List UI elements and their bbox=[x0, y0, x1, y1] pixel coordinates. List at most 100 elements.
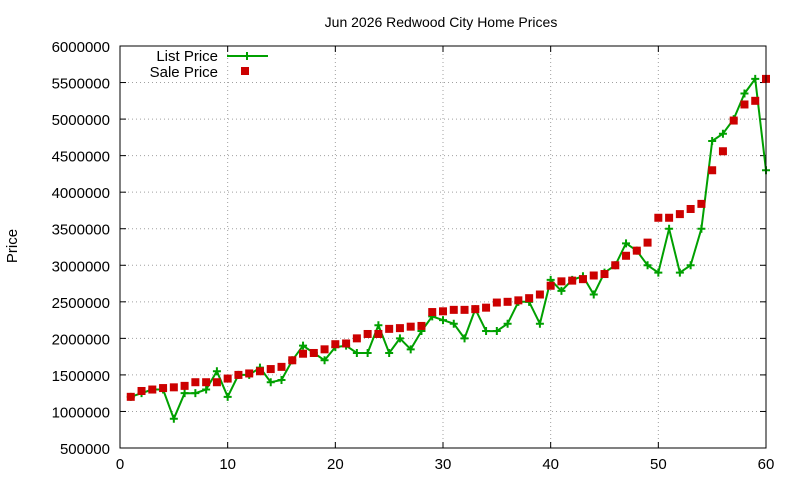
sale-price-point bbox=[535, 290, 544, 299]
sale-price-point bbox=[632, 246, 641, 255]
sale-price-point bbox=[654, 213, 663, 222]
y-tick-label: 5500000 bbox=[52, 76, 110, 93]
x-tick-label: 10 bbox=[219, 456, 236, 473]
sale-price-point bbox=[148, 385, 157, 394]
sale-price-point bbox=[309, 348, 318, 357]
y-tick-label: 3000000 bbox=[52, 258, 110, 275]
sale-price-point bbox=[665, 213, 674, 222]
sale-price-point bbox=[589, 271, 598, 280]
plot-frame bbox=[119, 45, 767, 449]
sale-price-point bbox=[611, 261, 620, 270]
sale-price-point bbox=[234, 370, 243, 379]
sale-price-point bbox=[385, 324, 394, 333]
sale-price-point bbox=[255, 367, 264, 376]
sale-price-point bbox=[342, 339, 351, 348]
sale-price-point bbox=[600, 270, 609, 279]
sale-price-point bbox=[417, 321, 426, 330]
sale-price-point bbox=[439, 307, 447, 316]
list-price-point bbox=[589, 290, 598, 299]
list-price-point bbox=[665, 224, 674, 233]
y-tick-label: 500000 bbox=[60, 441, 110, 458]
sale-price-point bbox=[622, 251, 631, 260]
sale-price-point bbox=[137, 386, 146, 395]
sale-price-point bbox=[482, 303, 491, 312]
list-price-point bbox=[740, 89, 749, 98]
legend-marker-sale-price bbox=[241, 67, 249, 75]
sale-price-point bbox=[492, 298, 501, 307]
list-price-point bbox=[439, 316, 447, 325]
legend: List Price Sale Price bbox=[150, 48, 268, 81]
list-price-point bbox=[675, 268, 684, 277]
sale-price-point bbox=[331, 340, 340, 349]
sale-price-point bbox=[277, 362, 286, 371]
list-price-point bbox=[191, 389, 200, 398]
sale-price-point bbox=[212, 378, 221, 387]
list-price-point bbox=[169, 414, 178, 423]
sale-price-point bbox=[578, 275, 587, 284]
sale-price-point bbox=[514, 296, 523, 305]
sale-price-point bbox=[729, 116, 738, 125]
sale-price-point bbox=[406, 322, 415, 331]
x-tick-label: 0 bbox=[116, 456, 124, 473]
sale-price-point bbox=[169, 383, 178, 392]
legend-label-list-price: List Price bbox=[156, 48, 218, 65]
list-price-point bbox=[718, 129, 727, 138]
y-tick-label: 4000000 bbox=[52, 185, 110, 202]
list-price-point bbox=[449, 319, 458, 328]
sale-price-point bbox=[374, 329, 383, 338]
list-price-point bbox=[363, 348, 372, 357]
sale-price-point bbox=[751, 96, 760, 105]
list-price-point bbox=[557, 286, 566, 295]
sale-price-point bbox=[675, 210, 684, 219]
y-tick-label: 1500000 bbox=[52, 368, 110, 385]
sale-price-point bbox=[395, 324, 404, 333]
sale-price-point bbox=[643, 238, 652, 247]
sale-price-point bbox=[299, 349, 308, 358]
sale-price-point bbox=[288, 356, 297, 365]
y-tick-label: 5000000 bbox=[52, 112, 110, 129]
y-tick-label: 2500000 bbox=[52, 295, 110, 312]
list-price-point bbox=[535, 319, 544, 328]
x-tick-label: 60 bbox=[758, 456, 775, 473]
legend-label-sale-price: Sale Price bbox=[150, 64, 218, 81]
list-price-point bbox=[223, 392, 232, 401]
sale-price-point bbox=[740, 100, 749, 109]
y-tick-labels: 500000 1000000 1500000 2000000 2500000 300000… bbox=[52, 39, 110, 458]
list-price-point bbox=[751, 74, 760, 83]
series-layer bbox=[126, 74, 770, 423]
list-price-point bbox=[202, 385, 211, 394]
y-tick-label: 1000000 bbox=[52, 404, 110, 421]
chart-title: Jun 2026 Redwood City Home Prices bbox=[325, 14, 558, 30]
sale-price-point bbox=[320, 345, 329, 354]
sale-price-point bbox=[180, 381, 189, 390]
sale-price-point bbox=[202, 378, 211, 387]
sale-price-point bbox=[708, 166, 717, 175]
sale-price-point bbox=[546, 281, 555, 290]
list-price-point bbox=[697, 224, 706, 233]
y-tick-label: 4500000 bbox=[52, 149, 110, 166]
sale-price-point bbox=[159, 384, 168, 393]
sale-price-point bbox=[503, 297, 512, 306]
x-tick-label: 30 bbox=[435, 456, 452, 473]
sale-price-point bbox=[266, 365, 275, 374]
list-price-point bbox=[395, 334, 404, 343]
sale-price-point bbox=[363, 329, 372, 338]
y-axis-label: Price bbox=[4, 229, 21, 263]
list-price-point bbox=[503, 319, 512, 328]
sale-price-point bbox=[686, 204, 695, 213]
list-price-point bbox=[180, 389, 189, 398]
sale-price-point bbox=[191, 378, 200, 387]
list-price-line bbox=[130, 77, 767, 420]
sale-price-point bbox=[460, 305, 469, 314]
list-price-point bbox=[482, 327, 491, 336]
list-price-point bbox=[406, 345, 415, 354]
sale-price-point bbox=[557, 277, 566, 286]
list-price-point bbox=[320, 356, 329, 365]
sale-price-point bbox=[471, 305, 480, 314]
list-price-point bbox=[654, 268, 663, 277]
list-price-point bbox=[352, 348, 361, 357]
sale-price-point bbox=[449, 305, 458, 314]
x-tick-label: 40 bbox=[542, 456, 559, 473]
list-price-point bbox=[686, 261, 695, 270]
